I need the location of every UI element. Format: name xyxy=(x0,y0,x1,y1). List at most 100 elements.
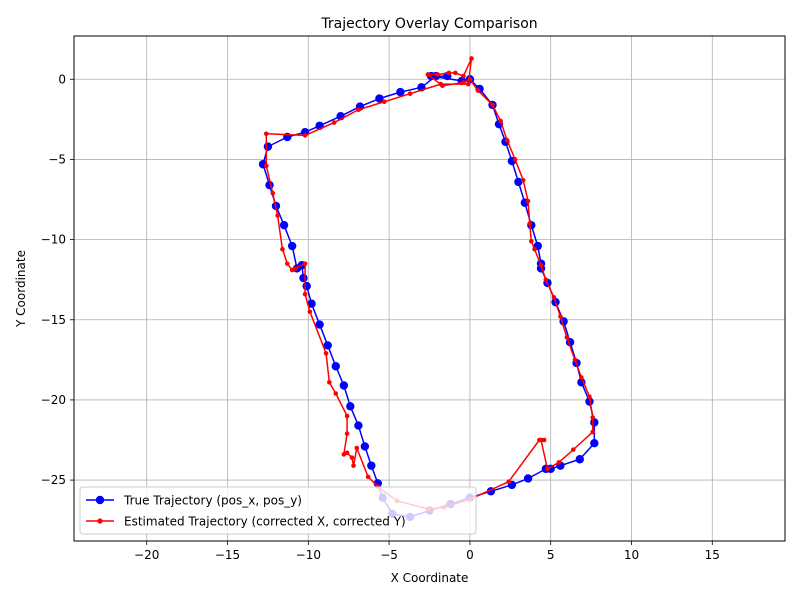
estimated-trajectory-point xyxy=(512,157,518,162)
true-trajectory-point xyxy=(590,439,599,448)
estimated-trajectory-point xyxy=(520,177,526,183)
true-trajectory-point xyxy=(346,402,355,411)
true-trajectory-point xyxy=(367,461,376,470)
estimated-trajectory-point xyxy=(475,88,481,93)
x-tick-label: −5 xyxy=(380,548,398,562)
estimated-trajectory-point xyxy=(467,76,473,82)
estimated-trajectory-point xyxy=(545,466,550,472)
x-axis-label: X Coordinate xyxy=(391,571,469,585)
estimated-trajectory-point xyxy=(527,221,532,226)
legend: True Trajectory (pos_x, pos_y) Estimated… xyxy=(79,486,477,535)
true-trajectory-point xyxy=(575,455,584,464)
estimated-trajectory-point xyxy=(331,120,337,125)
estimated-trajectory-point xyxy=(541,437,547,443)
estimated-trajectory-point xyxy=(263,131,269,137)
estimated-trajectory-point xyxy=(270,190,276,196)
legend-marker-true xyxy=(95,495,105,505)
true-trajectory-point xyxy=(360,442,370,451)
estimated-trajectory-point xyxy=(327,379,332,385)
estimated-trajectory-point xyxy=(579,375,584,380)
y-axis-label: Y Coordinate xyxy=(14,250,28,328)
y-tick-label: 0 xyxy=(58,72,66,86)
true-trajectory-point xyxy=(323,341,332,350)
estimated-trajectory-point xyxy=(572,357,578,363)
estimated-trajectory-point xyxy=(587,394,592,400)
y-tick-label: −20 xyxy=(41,393,66,407)
estimated-trajectory-point xyxy=(440,83,445,88)
x-tick-label: −10 xyxy=(296,548,321,562)
true-trajectory-point xyxy=(307,299,316,308)
estimated-trajectory-point xyxy=(425,72,431,77)
estimated-trajectory-point xyxy=(344,431,350,436)
estimated-trajectory-point xyxy=(461,80,466,85)
estimated-trajectory-point xyxy=(381,99,387,105)
estimated-trajectory-point xyxy=(302,291,308,297)
y-tick-label: −10 xyxy=(41,233,66,247)
true-trajectory-point xyxy=(514,177,523,187)
estimated-trajectory-point xyxy=(302,261,308,266)
true-trajectory-point xyxy=(339,381,349,390)
legend-marker-estimated xyxy=(97,518,103,524)
true-trajectory-point xyxy=(375,94,384,103)
estimated-trajectory-point xyxy=(506,479,511,484)
true-trajectory-point xyxy=(279,220,289,230)
estimated-trajectory-point xyxy=(302,133,308,138)
true-trajectory-point xyxy=(523,474,533,483)
x-tick-label: 0 xyxy=(466,548,474,562)
estimated-trajectory-point xyxy=(365,474,371,480)
true-trajectory-point xyxy=(354,421,363,430)
estimated-trajectory-point xyxy=(538,262,544,268)
true-trajectory-point xyxy=(263,142,273,151)
true-trajectory-point xyxy=(302,281,311,291)
estimated-trajectory-point xyxy=(556,460,562,465)
estimated-trajectory-point xyxy=(289,267,295,273)
y-tick-label: −5 xyxy=(48,152,66,166)
x-tick-label: −20 xyxy=(134,548,159,562)
estimated-trajectory-point xyxy=(590,415,596,420)
estimated-trajectory-point xyxy=(407,91,413,97)
y-tick-label: −15 xyxy=(41,313,66,327)
estimated-trajectory-point xyxy=(263,163,269,169)
y-tick-label: −25 xyxy=(41,473,66,487)
axis-ticks: −20 −15 −10 −5 0 5 10 15 0 −5 −10 −15 −20 −25 xyxy=(41,72,720,562)
estimated-trajectory-point xyxy=(537,437,542,443)
estimated-trajectory-point xyxy=(571,447,576,452)
estimated-trajectory-point xyxy=(280,246,285,252)
plot-frame xyxy=(73,35,786,542)
estimated-trajectory-point xyxy=(351,463,356,468)
estimated-trajectory-point xyxy=(490,102,495,108)
true-trajectory-point xyxy=(299,273,308,283)
estimated-trajectory-point xyxy=(435,72,440,77)
estimated-trajectory-point xyxy=(543,277,549,282)
legend-label-estimated: Estimated Trajectory (corrected X, corre… xyxy=(124,515,406,529)
estimated-trajectory-point xyxy=(285,261,290,266)
true-trajectory-point xyxy=(287,241,297,251)
estimated-trajectory-point xyxy=(590,429,596,435)
x-tick-label: 15 xyxy=(705,548,720,562)
estimated-trajectory-point xyxy=(465,81,471,87)
estimated-trajectory-point xyxy=(333,391,339,396)
x-tick-label: −15 xyxy=(215,548,240,562)
estimated-trajectory-point xyxy=(323,351,329,356)
true-trajectory-point xyxy=(396,87,405,97)
estimated-trajectory-point xyxy=(446,70,452,76)
legend-label-true: True Trajectory (pos_x, pos_y) xyxy=(123,494,302,508)
estimated-trajectory-point xyxy=(453,70,458,76)
chart-title: Trajectory Overlay Comparison xyxy=(320,16,537,32)
estimated-trajectory-point xyxy=(469,56,474,61)
legend-box xyxy=(79,486,477,535)
estimated-trajectory-point xyxy=(356,107,361,113)
estimated-trajectory-point xyxy=(344,413,350,419)
estimated-trajectory-point xyxy=(525,198,531,204)
estimated-trajectory-point xyxy=(461,73,466,79)
x-tick-label: 10 xyxy=(624,548,639,562)
true-trajectory-point xyxy=(315,320,324,329)
estimated-trajectory-point xyxy=(558,314,563,319)
estimated-trajectory-point xyxy=(498,118,503,124)
estimated-trajectory-point xyxy=(551,295,557,300)
x-tick-label: 5 xyxy=(547,548,555,562)
estimated-trajectory-point xyxy=(564,335,570,340)
estimated-trajectory-point xyxy=(354,445,360,451)
true-trajectory-point xyxy=(331,362,340,371)
estimated-trajectory-point xyxy=(504,137,510,143)
